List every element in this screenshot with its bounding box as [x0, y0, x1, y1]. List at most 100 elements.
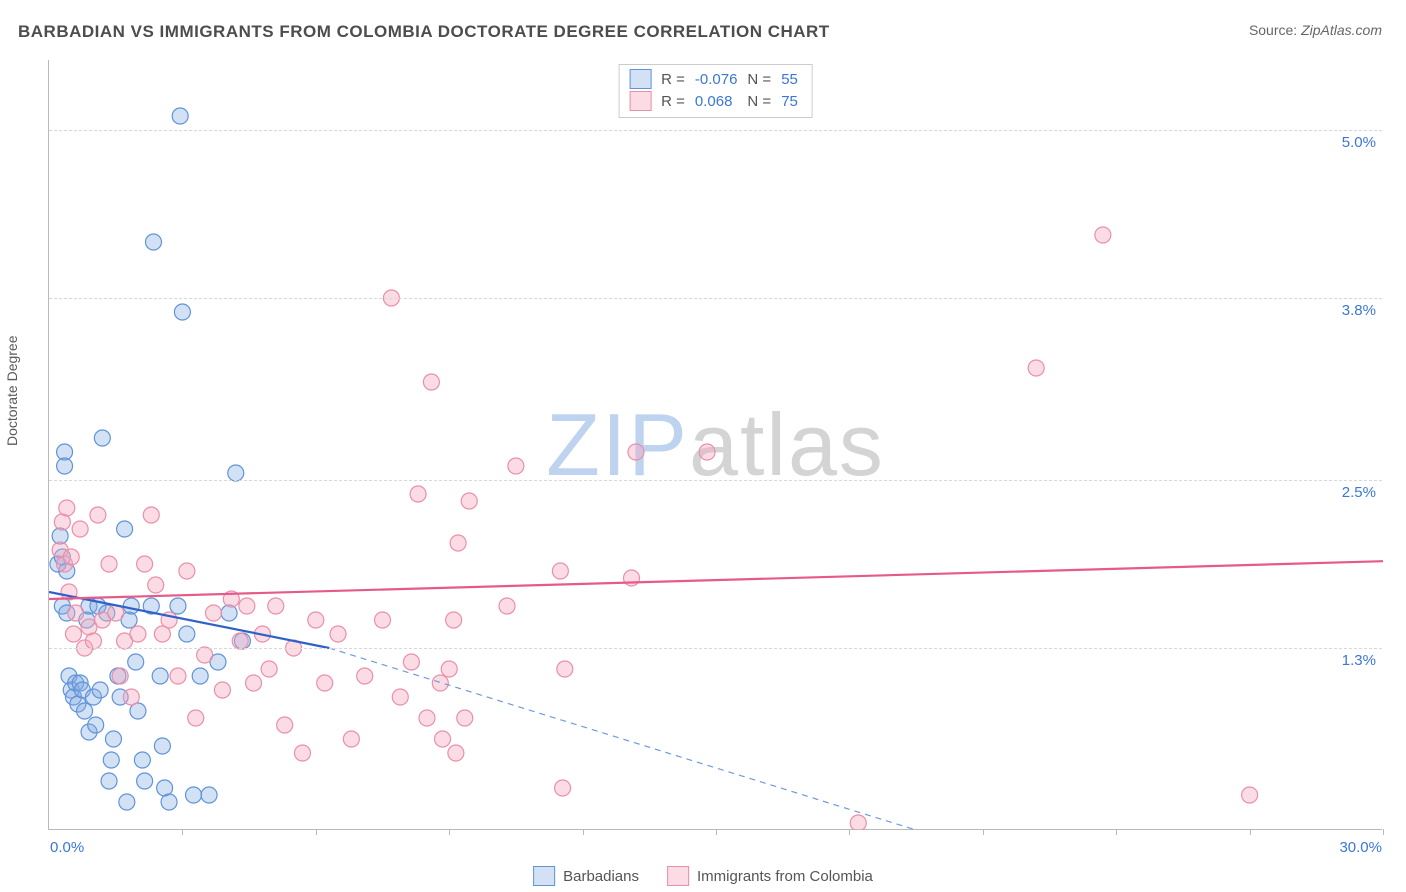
- legend-swatch-pink-2: [667, 866, 689, 886]
- x-tick: [716, 829, 717, 835]
- data-point: [179, 563, 195, 579]
- data-point: [552, 563, 568, 579]
- x-tick: [1383, 829, 1384, 835]
- x-tick: [583, 829, 584, 835]
- data-point: [1242, 787, 1258, 803]
- data-point: [201, 787, 217, 803]
- data-point: [1095, 227, 1111, 243]
- data-point: [410, 486, 426, 502]
- data-point: [179, 626, 195, 642]
- legend-swatch-blue-2: [533, 866, 555, 886]
- gridline: [49, 298, 1382, 299]
- data-point: [206, 605, 222, 621]
- source-name: ZipAtlas.com: [1301, 22, 1382, 38]
- source-label: Source:: [1249, 22, 1297, 38]
- data-point: [137, 773, 153, 789]
- data-point: [192, 668, 208, 684]
- plot-area: ZIPatlas R = -0.076 N = 55 R = 0.068 N =…: [48, 60, 1382, 830]
- data-point: [268, 598, 284, 614]
- data-point: [172, 108, 188, 124]
- data-point: [161, 794, 177, 810]
- data-point: [101, 773, 117, 789]
- data-point: [112, 668, 128, 684]
- x-tick: [1250, 829, 1251, 835]
- data-point: [148, 577, 164, 593]
- data-point: [145, 234, 161, 250]
- data-point: [457, 710, 473, 726]
- x-tick: [983, 829, 984, 835]
- data-point: [1028, 360, 1044, 376]
- data-point: [375, 612, 391, 628]
- data-point: [699, 444, 715, 460]
- data-point: [441, 661, 457, 677]
- data-point: [357, 668, 373, 684]
- data-point: [174, 304, 190, 320]
- legend-stats-box: R = -0.076 N = 55 R = 0.068 N = 75: [618, 64, 813, 118]
- data-point: [92, 682, 108, 698]
- data-point: [137, 556, 153, 572]
- data-point: [261, 661, 277, 677]
- y-tick-label: 3.8%: [1342, 302, 1376, 319]
- x-tick: [182, 829, 183, 835]
- legend-label-barbadians: Barbadians: [563, 868, 639, 885]
- legend-item-colombia: Immigrants from Colombia: [667, 866, 873, 886]
- legend-n-label-2: N =: [747, 93, 771, 110]
- legend-swatch-blue: [629, 69, 651, 89]
- data-point: [77, 703, 93, 719]
- data-point: [117, 521, 133, 537]
- chart-svg: [49, 60, 1383, 830]
- legend-n-value-1: 55: [781, 71, 798, 88]
- data-point: [88, 717, 104, 733]
- data-point: [59, 500, 75, 516]
- y-tick-label: 5.0%: [1342, 134, 1376, 151]
- y-axis-title: Doctorate Degree: [4, 335, 20, 446]
- data-point: [143, 507, 159, 523]
- data-point: [57, 458, 73, 474]
- legend-r-label-2: R =: [661, 93, 685, 110]
- data-point: [130, 626, 146, 642]
- y-tick-label: 1.3%: [1342, 652, 1376, 669]
- gridline: [49, 130, 1382, 131]
- data-point: [103, 752, 119, 768]
- chart-title: BARBADIAN VS IMMIGRANTS FROM COLOMBIA DO…: [18, 22, 830, 42]
- data-point: [308, 612, 324, 628]
- y-tick-label: 2.5%: [1342, 484, 1376, 501]
- data-point: [330, 626, 346, 642]
- data-point: [246, 675, 262, 691]
- data-point: [105, 731, 121, 747]
- data-point: [101, 556, 117, 572]
- data-point: [154, 738, 170, 754]
- data-point: [94, 430, 110, 446]
- data-point: [186, 787, 202, 803]
- gridline: [49, 648, 1382, 649]
- legend-label-colombia: Immigrants from Colombia: [697, 868, 873, 885]
- data-point: [461, 493, 477, 509]
- source-attribution: Source: ZipAtlas.com: [1249, 22, 1382, 38]
- data-point: [228, 465, 244, 481]
- x-tick: [849, 829, 850, 835]
- legend-r-label-1: R =: [661, 71, 685, 88]
- data-point: [419, 710, 435, 726]
- data-point: [448, 745, 464, 761]
- data-point: [392, 689, 408, 705]
- data-point: [123, 598, 139, 614]
- x-tick: [1116, 829, 1117, 835]
- data-point: [123, 689, 139, 705]
- data-point: [188, 710, 204, 726]
- data-point: [63, 549, 79, 565]
- data-point: [317, 675, 333, 691]
- data-point: [294, 745, 310, 761]
- data-point: [221, 605, 237, 621]
- data-point: [435, 731, 451, 747]
- data-point: [170, 668, 186, 684]
- data-point: [214, 682, 230, 698]
- data-point: [450, 535, 466, 551]
- data-point: [403, 654, 419, 670]
- data-point: [72, 521, 88, 537]
- legend-r-value-1: -0.076: [695, 71, 738, 88]
- data-point: [152, 668, 168, 684]
- data-point: [628, 444, 644, 460]
- legend-series: Barbadians Immigrants from Colombia: [533, 866, 873, 886]
- data-point: [277, 717, 293, 733]
- x-axis-max-label: 30.0%: [1339, 839, 1382, 856]
